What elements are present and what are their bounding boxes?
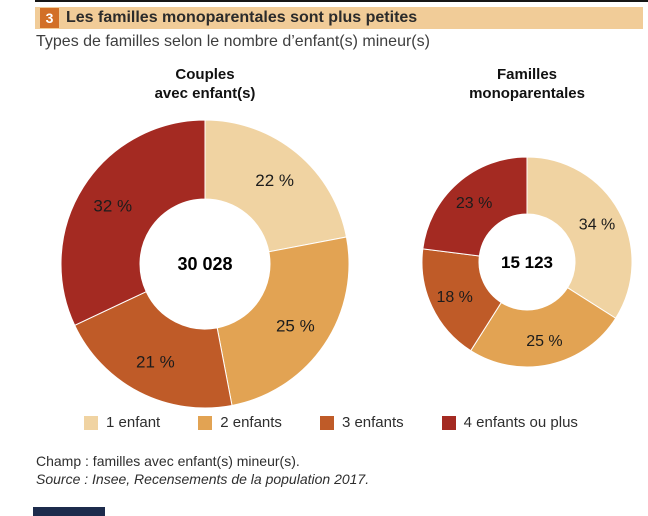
slice-percentage-label: 18 % xyxy=(436,289,472,306)
slice-percentage-label: 25 % xyxy=(276,316,315,335)
donut-chart-couples: 22 % 25 % 21 % 32 % 30 028 xyxy=(60,119,350,409)
donut-center-value: 15 123 xyxy=(501,253,553,272)
figure-title-band: 3 Les familles monoparentales sont plus … xyxy=(35,7,643,29)
donut-segment-4-enfants-ou-plus xyxy=(60,119,206,326)
legend-label: 1 enfant xyxy=(106,414,161,431)
legend-swatch xyxy=(198,415,213,430)
chart-title-monoparentales: Familles monoparentales xyxy=(417,65,637,103)
legend-label: 2 enfants xyxy=(220,414,282,431)
chart-title-line: Familles xyxy=(496,66,558,83)
figure-subtitle: Types de familles selon le nombre d’enfa… xyxy=(36,33,430,50)
legend-swatch xyxy=(441,415,456,430)
legend-label: 3 enfants xyxy=(341,414,404,431)
figure-number-badge: 3 xyxy=(40,8,59,28)
figure-title: Les familles monoparentales sont plus pe… xyxy=(66,9,418,26)
legend-item-1-enfant: 1 enfant xyxy=(84,414,160,431)
cropped-next-section-band xyxy=(33,507,105,516)
legend-label: 4 enfants ou plus xyxy=(463,414,578,431)
donut-segment-1-enfant xyxy=(204,119,348,253)
legend-item-2-enfants: 2 enfants xyxy=(198,414,282,431)
champ-note: Champ : familles avec enfant(s) mineur(s… xyxy=(36,453,300,469)
slice-percentage-label: 34 % xyxy=(579,216,615,233)
top-rule xyxy=(35,0,648,2)
legend-item-3-enfants: 3 enfants xyxy=(319,414,404,431)
legend-swatch xyxy=(84,415,98,430)
donut-segment-2-enfants xyxy=(216,236,350,407)
donut-segment-4-enfants-ou-plus xyxy=(422,156,528,257)
chart-title-couples: Couples avec enfant(s) xyxy=(95,65,315,103)
slice-percentage-label: 25 % xyxy=(526,333,562,350)
slice-percentage-label: 22 % xyxy=(255,171,294,190)
source-note: Source : Insee, Recensements de la popul… xyxy=(36,471,370,487)
chart-title-line: avec enfant(s) xyxy=(154,85,256,102)
donut-segment-1-enfant xyxy=(526,156,633,319)
chart-title-line: Couples xyxy=(175,66,235,83)
chart-legend: 1 enfant 2 enfants 3 enfants 4 enfants ou p… xyxy=(84,414,578,431)
donut-segment-3-enfants xyxy=(74,291,233,409)
slice-percentage-label: 32 % xyxy=(93,196,132,215)
chart-title-line: monoparentales xyxy=(469,85,585,102)
donut-segment-2-enfants xyxy=(470,287,617,368)
legend-item-4-enfants-ou-plus: 4 enfants ou plus xyxy=(441,414,578,431)
donut-center-value: 30 028 xyxy=(177,254,232,274)
legend-swatch xyxy=(319,415,334,430)
slice-percentage-label: 23 % xyxy=(456,195,492,212)
slice-percentage-label: 21 % xyxy=(136,352,175,371)
donut-chart-monoparentales: 34 % 25 % 18 % 23 % 15 123 xyxy=(421,156,633,368)
